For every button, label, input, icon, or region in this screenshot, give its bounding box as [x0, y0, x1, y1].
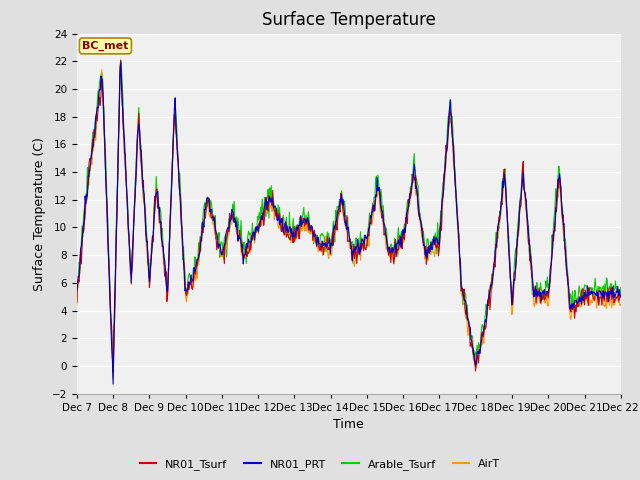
Text: BC_met: BC_met: [82, 41, 129, 51]
Legend: NR01_Tsurf, NR01_PRT, Arable_Tsurf, AirT: NR01_Tsurf, NR01_PRT, Arable_Tsurf, AirT: [135, 455, 505, 474]
X-axis label: Time: Time: [333, 418, 364, 431]
Title: Surface Temperature: Surface Temperature: [262, 11, 436, 29]
Y-axis label: Surface Temperature (C): Surface Temperature (C): [33, 137, 46, 290]
